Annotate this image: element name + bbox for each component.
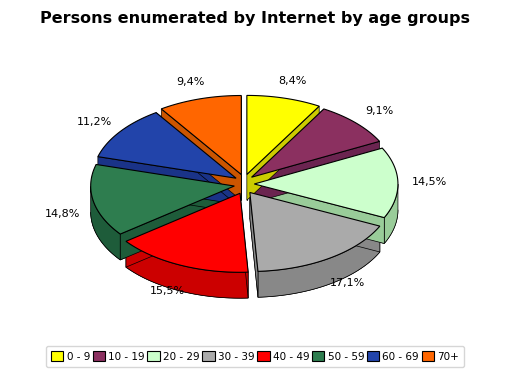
- Polygon shape: [98, 113, 236, 178]
- Polygon shape: [254, 148, 397, 218]
- Text: 14,5%: 14,5%: [411, 177, 446, 187]
- Polygon shape: [249, 192, 379, 271]
- Text: 8,4%: 8,4%: [278, 76, 306, 86]
- Polygon shape: [383, 184, 397, 244]
- Polygon shape: [126, 219, 248, 298]
- Legend: 0 - 9, 10 - 19, 20 - 29, 30 - 39, 40 - 49, 50 - 59, 60 - 69, 70+: 0 - 9, 10 - 19, 20 - 29, 30 - 39, 40 - 4…: [46, 346, 463, 367]
- Text: 11,2%: 11,2%: [76, 116, 111, 126]
- Polygon shape: [91, 212, 234, 260]
- Polygon shape: [251, 109, 323, 203]
- Polygon shape: [156, 113, 236, 204]
- Text: 9,4%: 9,4%: [176, 77, 204, 87]
- Polygon shape: [126, 193, 248, 272]
- Text: 9,1%: 9,1%: [364, 106, 392, 116]
- Polygon shape: [246, 95, 319, 174]
- Polygon shape: [251, 141, 379, 203]
- Polygon shape: [240, 193, 248, 298]
- Text: Persons enumerated by Internet by age groups: Persons enumerated by Internet by age gr…: [40, 11, 469, 26]
- Polygon shape: [161, 109, 241, 201]
- Polygon shape: [251, 109, 379, 177]
- Text: 14,8%: 14,8%: [44, 209, 80, 219]
- Polygon shape: [120, 186, 234, 260]
- Polygon shape: [96, 164, 234, 212]
- Polygon shape: [91, 186, 120, 260]
- Polygon shape: [246, 106, 319, 200]
- Polygon shape: [161, 96, 241, 174]
- Polygon shape: [249, 218, 379, 297]
- Polygon shape: [249, 192, 379, 252]
- Polygon shape: [254, 210, 397, 244]
- Polygon shape: [254, 184, 383, 244]
- Polygon shape: [249, 192, 258, 297]
- Polygon shape: [98, 157, 236, 204]
- Polygon shape: [126, 241, 248, 298]
- Text: 17,1%: 17,1%: [330, 278, 365, 288]
- Polygon shape: [126, 193, 240, 267]
- Text: 15,5%: 15,5%: [149, 286, 184, 296]
- Polygon shape: [258, 226, 379, 297]
- Polygon shape: [91, 164, 234, 234]
- Polygon shape: [254, 148, 382, 210]
